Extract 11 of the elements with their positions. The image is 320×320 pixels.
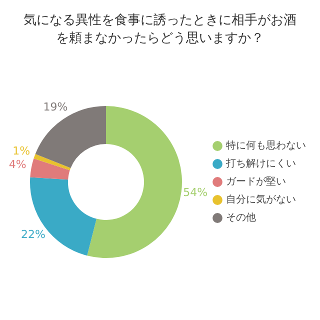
chart-title: 気になる異性を食事に誘ったときに相手がお酒を頼まなかったらどう思いますか？	[22, 12, 298, 48]
legend-label: 自分に気がない	[226, 194, 296, 206]
data-label: 19%	[43, 100, 68, 114]
data-label: 22%	[20, 228, 46, 241]
legend-label: ガードが堅い	[226, 176, 286, 188]
legend-label: 特に何も思わない	[226, 140, 306, 152]
data-label: 54%	[183, 186, 208, 200]
data-label: 4%	[8, 158, 26, 171]
data-label: 1%	[12, 144, 30, 158]
legend-label: 打ち解けにくい	[225, 158, 296, 170]
legend-label: その他	[226, 212, 256, 224]
